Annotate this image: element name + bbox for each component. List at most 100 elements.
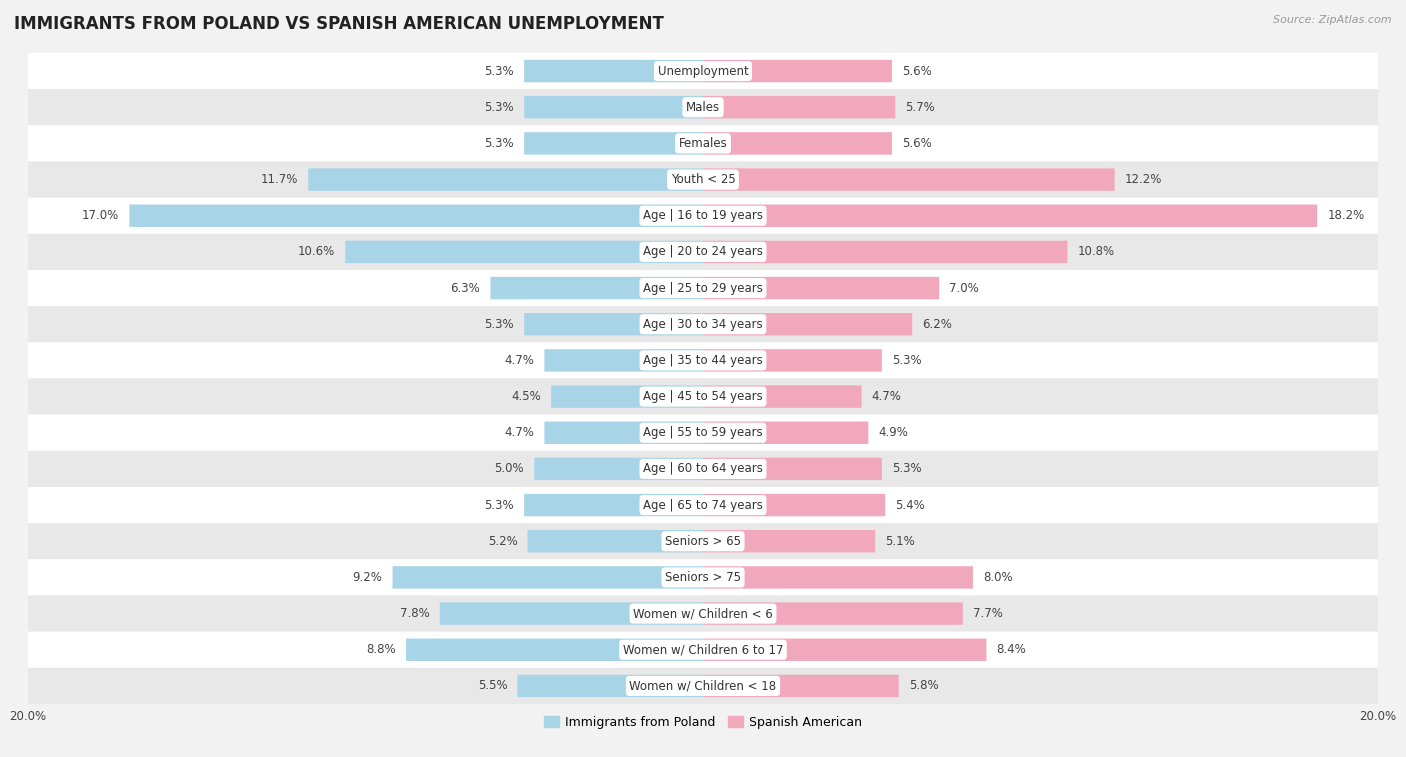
Text: 5.4%: 5.4% xyxy=(896,499,925,512)
Text: 11.7%: 11.7% xyxy=(260,173,298,186)
FancyBboxPatch shape xyxy=(392,566,703,589)
Text: 5.3%: 5.3% xyxy=(891,354,921,367)
FancyBboxPatch shape xyxy=(703,603,963,625)
FancyBboxPatch shape xyxy=(28,126,1378,161)
Text: 4.7%: 4.7% xyxy=(505,354,534,367)
Text: 18.2%: 18.2% xyxy=(1327,209,1364,223)
Text: 6.2%: 6.2% xyxy=(922,318,952,331)
FancyBboxPatch shape xyxy=(703,96,896,118)
FancyBboxPatch shape xyxy=(28,451,1378,487)
Text: 6.3%: 6.3% xyxy=(450,282,481,294)
FancyBboxPatch shape xyxy=(527,530,703,553)
FancyBboxPatch shape xyxy=(703,168,1115,191)
Text: Age | 30 to 34 years: Age | 30 to 34 years xyxy=(643,318,763,331)
Text: 9.2%: 9.2% xyxy=(353,571,382,584)
Text: 5.5%: 5.5% xyxy=(478,680,508,693)
Text: 5.6%: 5.6% xyxy=(903,64,932,77)
FancyBboxPatch shape xyxy=(406,639,703,661)
FancyBboxPatch shape xyxy=(28,668,1378,704)
FancyBboxPatch shape xyxy=(524,60,703,83)
Text: Age | 55 to 59 years: Age | 55 to 59 years xyxy=(643,426,763,439)
FancyBboxPatch shape xyxy=(703,132,891,154)
FancyBboxPatch shape xyxy=(28,161,1378,198)
FancyBboxPatch shape xyxy=(28,523,1378,559)
FancyBboxPatch shape xyxy=(129,204,703,227)
FancyBboxPatch shape xyxy=(534,458,703,480)
Text: 5.6%: 5.6% xyxy=(903,137,932,150)
FancyBboxPatch shape xyxy=(28,559,1378,596)
Legend: Immigrants from Poland, Spanish American: Immigrants from Poland, Spanish American xyxy=(538,711,868,734)
FancyBboxPatch shape xyxy=(28,306,1378,342)
Text: 5.3%: 5.3% xyxy=(485,137,515,150)
FancyBboxPatch shape xyxy=(703,277,939,299)
FancyBboxPatch shape xyxy=(28,234,1378,270)
FancyBboxPatch shape xyxy=(703,241,1067,263)
Text: 10.6%: 10.6% xyxy=(298,245,335,258)
FancyBboxPatch shape xyxy=(551,385,703,408)
Text: 5.1%: 5.1% xyxy=(886,534,915,548)
Text: Females: Females xyxy=(679,137,727,150)
Text: IMMIGRANTS FROM POLAND VS SPANISH AMERICAN UNEMPLOYMENT: IMMIGRANTS FROM POLAND VS SPANISH AMERIC… xyxy=(14,15,664,33)
Text: Age | 20 to 24 years: Age | 20 to 24 years xyxy=(643,245,763,258)
Text: 5.3%: 5.3% xyxy=(485,101,515,114)
FancyBboxPatch shape xyxy=(544,349,703,372)
FancyBboxPatch shape xyxy=(703,385,862,408)
Text: Unemployment: Unemployment xyxy=(658,64,748,77)
Text: Age | 16 to 19 years: Age | 16 to 19 years xyxy=(643,209,763,223)
Text: Seniors > 75: Seniors > 75 xyxy=(665,571,741,584)
FancyBboxPatch shape xyxy=(524,494,703,516)
FancyBboxPatch shape xyxy=(28,631,1378,668)
FancyBboxPatch shape xyxy=(703,674,898,697)
Text: Youth < 25: Youth < 25 xyxy=(671,173,735,186)
FancyBboxPatch shape xyxy=(703,60,891,83)
Text: 5.3%: 5.3% xyxy=(485,64,515,77)
Text: Women w/ Children < 6: Women w/ Children < 6 xyxy=(633,607,773,620)
Text: 5.7%: 5.7% xyxy=(905,101,935,114)
FancyBboxPatch shape xyxy=(308,168,703,191)
Text: 8.0%: 8.0% xyxy=(983,571,1012,584)
Text: 5.3%: 5.3% xyxy=(485,499,515,512)
FancyBboxPatch shape xyxy=(28,487,1378,523)
FancyBboxPatch shape xyxy=(28,415,1378,451)
FancyBboxPatch shape xyxy=(703,458,882,480)
FancyBboxPatch shape xyxy=(28,270,1378,306)
Text: 5.8%: 5.8% xyxy=(908,680,938,693)
FancyBboxPatch shape xyxy=(346,241,703,263)
FancyBboxPatch shape xyxy=(703,639,987,661)
FancyBboxPatch shape xyxy=(28,596,1378,631)
Text: Age | 60 to 64 years: Age | 60 to 64 years xyxy=(643,463,763,475)
Text: 7.8%: 7.8% xyxy=(399,607,430,620)
Text: Age | 65 to 74 years: Age | 65 to 74 years xyxy=(643,499,763,512)
FancyBboxPatch shape xyxy=(517,674,703,697)
Text: Women w/ Children < 18: Women w/ Children < 18 xyxy=(630,680,776,693)
Text: 17.0%: 17.0% xyxy=(82,209,120,223)
FancyBboxPatch shape xyxy=(703,204,1317,227)
FancyBboxPatch shape xyxy=(28,198,1378,234)
Text: 4.5%: 4.5% xyxy=(512,390,541,403)
Text: Women w/ Children 6 to 17: Women w/ Children 6 to 17 xyxy=(623,643,783,656)
Text: 5.2%: 5.2% xyxy=(488,534,517,548)
Text: 12.2%: 12.2% xyxy=(1125,173,1163,186)
FancyBboxPatch shape xyxy=(28,89,1378,126)
FancyBboxPatch shape xyxy=(703,422,869,444)
Text: 4.9%: 4.9% xyxy=(879,426,908,439)
Text: Age | 35 to 44 years: Age | 35 to 44 years xyxy=(643,354,763,367)
Text: 4.7%: 4.7% xyxy=(872,390,901,403)
Text: 5.3%: 5.3% xyxy=(485,318,515,331)
FancyBboxPatch shape xyxy=(28,342,1378,378)
Text: 8.4%: 8.4% xyxy=(997,643,1026,656)
FancyBboxPatch shape xyxy=(28,53,1378,89)
Text: 10.8%: 10.8% xyxy=(1077,245,1115,258)
Text: 8.8%: 8.8% xyxy=(367,643,396,656)
Text: 5.0%: 5.0% xyxy=(495,463,524,475)
FancyBboxPatch shape xyxy=(703,349,882,372)
FancyBboxPatch shape xyxy=(703,313,912,335)
Text: Source: ZipAtlas.com: Source: ZipAtlas.com xyxy=(1274,15,1392,25)
FancyBboxPatch shape xyxy=(703,494,886,516)
FancyBboxPatch shape xyxy=(524,132,703,154)
FancyBboxPatch shape xyxy=(703,566,973,589)
Text: 7.0%: 7.0% xyxy=(949,282,979,294)
Text: Males: Males xyxy=(686,101,720,114)
FancyBboxPatch shape xyxy=(440,603,703,625)
Text: Seniors > 65: Seniors > 65 xyxy=(665,534,741,548)
